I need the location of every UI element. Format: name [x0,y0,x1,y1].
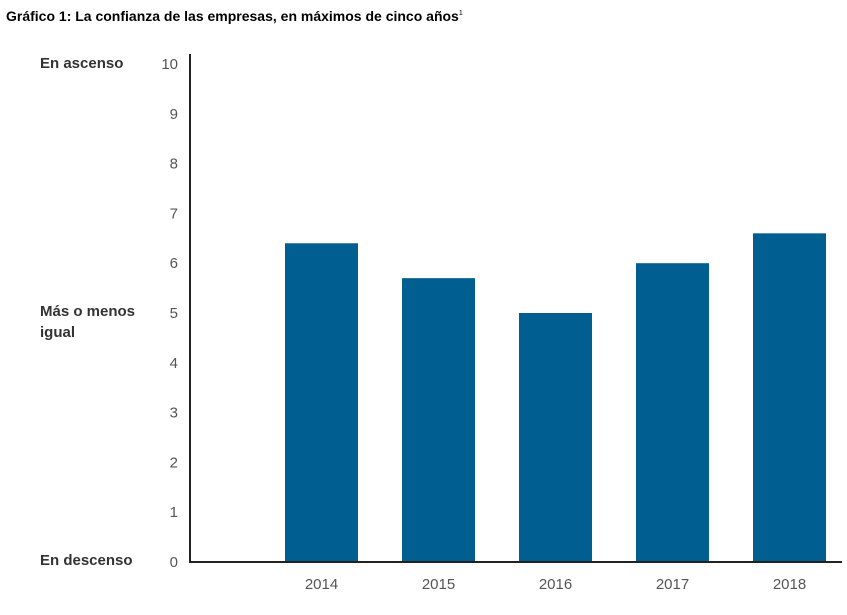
y-axis-ticks: 0 1 2 3 4 5 6 7 8 9 10 [161,56,178,571]
y-tick-label-10: 10 [161,56,178,73]
bar-2017 [636,263,709,562]
x-tick-label-2016: 2016 [539,576,572,593]
bar-2014 [285,243,358,562]
y-tick-label-4: 4 [170,355,178,372]
chart-title-text: Gráfico 1: La confianza de las empresas,… [6,8,459,24]
y-tick-label-9: 9 [170,106,178,123]
bars [285,233,826,562]
x-tick-label-2018: 2018 [773,576,806,593]
level-label-same-line1: Más o menos [40,303,135,320]
bar-2015 [402,278,475,562]
y-tick-label-5: 5 [170,305,178,322]
y-tick-label-7: 7 [170,205,178,222]
x-tick-label-2014: 2014 [305,576,338,593]
y-tick-label-3: 3 [170,405,178,422]
y-tick-label-1: 1 [170,504,178,521]
bar-2018 [753,233,826,562]
y-tick-label-2: 2 [170,454,178,471]
x-axis-labels: 2014 2015 2016 2017 2018 [305,576,806,593]
title-footnote-marker: 1 [458,10,463,17]
y-tick-label-0: 0 [170,554,178,571]
x-tick-label-2017: 2017 [656,576,689,593]
level-label-same-line2: igual [40,324,75,341]
x-tick-label-2015: 2015 [422,576,455,593]
chart-title: Gráfico 1: La confianza de las empresas,… [6,8,463,24]
level-label-up: En ascenso [40,55,123,72]
y-tick-label-6: 6 [170,255,178,272]
y-tick-label-8: 8 [170,156,178,173]
level-label-down: En descenso [40,552,133,569]
bar-2016 [519,313,592,562]
